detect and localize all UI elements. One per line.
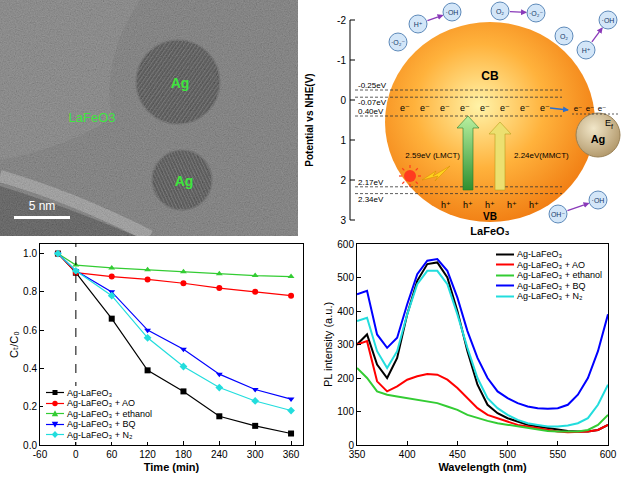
- svg-text:Ef: Ef: [605, 118, 613, 130]
- svg-text:300: 300: [337, 339, 354, 350]
- svg-text:·O₂⁻: ·O₂⁻: [529, 10, 543, 17]
- svg-text:200: 200: [337, 373, 354, 384]
- svg-text:O₂: O₂: [560, 33, 568, 40]
- html-text:Ag-LaFeO₃ + BQ: Ag-LaFeO₃ + BQ: [517, 280, 586, 291]
- svg-text:0.2: 0.2: [23, 401, 37, 412]
- html-text:Ag-LaFeO₃ + AO: Ag-LaFeO₃ + AO: [67, 398, 135, 408]
- svg-text:·OH: ·OH: [602, 17, 615, 24]
- svg-text:O₂: O₂: [496, 8, 504, 15]
- svg-text:e⁻: e⁻: [520, 103, 530, 113]
- svg-text:Wavelength (nm): Wavelength (nm): [438, 461, 527, 473]
- svg-text:H⁺: H⁺: [414, 21, 423, 28]
- svg-text:240: 240: [211, 449, 228, 460]
- svg-text:-0.25eV: -0.25eV: [358, 81, 387, 90]
- svg-text:0: 0: [340, 95, 346, 106]
- svg-text:h⁺: h⁺: [507, 200, 517, 210]
- svg-text:450: 450: [449, 449, 466, 460]
- svg-text:Ag: Ag: [175, 173, 194, 189]
- svg-text:180: 180: [175, 449, 192, 460]
- svg-text:0.40eV: 0.40eV: [358, 107, 384, 116]
- svg-text:e⁻: e⁻: [540, 103, 550, 113]
- svg-text:CB: CB: [481, 69, 499, 83]
- svg-text:120: 120: [139, 449, 156, 460]
- svg-text:2.34eV: 2.34eV: [358, 195, 384, 204]
- svg-text:500: 500: [499, 449, 516, 460]
- svg-text:2.17eV: 2.17eV: [358, 178, 384, 187]
- svg-text:Time (min): Time (min): [144, 461, 200, 473]
- svg-text:0.0: 0.0: [23, 440, 37, 451]
- svg-text:e⁻: e⁻: [440, 103, 450, 113]
- svg-text:-2: -2: [337, 15, 346, 26]
- svg-text:60: 60: [106, 449, 118, 460]
- html-text:Ag-LaFeO₃ + BQ: Ag-LaFeO₃ + BQ: [67, 419, 136, 429]
- svg-text:H⁺: H⁺: [582, 47, 591, 54]
- html-text:Ag-LaFeO₃ + N₂: Ag-LaFeO₃ + N₂: [67, 429, 133, 440]
- svg-text:e⁻: e⁻: [460, 103, 470, 113]
- svg-text:h⁺: h⁺: [529, 200, 539, 210]
- svg-text:h⁺: h⁺: [441, 200, 451, 210]
- svg-text:100: 100: [337, 406, 354, 417]
- svg-text:600: 600: [337, 239, 354, 250]
- html-text:Ag-LaFeO₃ + ethanol: Ag-LaFeO₃ + ethanol: [517, 270, 602, 280]
- html-text:Ag-LaFeO₃: Ag-LaFeO₃: [67, 387, 113, 398]
- svg-text:-60: -60: [33, 449, 48, 460]
- svg-text:Ag: Ag: [591, 133, 606, 145]
- svg-text:e⁻: e⁻: [480, 103, 490, 113]
- svg-text:500: 500: [337, 272, 354, 283]
- svg-text:0: 0: [73, 449, 79, 460]
- svg-text:LaFeO3: LaFeO3: [69, 110, 116, 125]
- svg-text:·OH: ·OH: [592, 197, 605, 204]
- svg-text:600: 600: [600, 449, 617, 460]
- svg-text:e⁻: e⁻: [420, 103, 430, 113]
- html-text:Ag-LaFeO₃: Ag-LaFeO₃: [517, 249, 563, 259]
- svg-text:360: 360: [283, 449, 300, 460]
- svg-text:e⁻: e⁻: [598, 104, 607, 113]
- svg-text:e⁻: e⁻: [586, 104, 595, 113]
- html-text:Ag-LaFeO₃ + ethanol: Ag-LaFeO₃ + ethanol: [67, 408, 152, 419]
- html-text:Ag-LaFeO₃ + N₂: Ag-LaFeO₃ + N₂: [517, 291, 583, 301]
- svg-text:1: 1: [340, 135, 346, 146]
- svg-text:e⁻: e⁻: [500, 103, 510, 113]
- svg-text:2.59eV (LMCT): 2.59eV (LMCT): [405, 151, 460, 160]
- svg-text:2: 2: [340, 175, 346, 186]
- svg-text:Potential vs NHE(V): Potential vs NHE(V): [304, 73, 315, 166]
- svg-text:5 nm: 5 nm: [29, 199, 56, 213]
- svg-text:0: 0: [348, 440, 354, 451]
- svg-text:PL intensity (a.u.): PL intensity (a.u.): [322, 302, 334, 387]
- svg-text:e⁻: e⁻: [400, 103, 410, 113]
- svg-text:300: 300: [247, 449, 264, 460]
- svg-text:-1: -1: [337, 55, 346, 66]
- svg-text:LaFeO₃: LaFeO₃: [470, 225, 509, 237]
- svg-text:400: 400: [337, 306, 354, 317]
- svg-text:VB: VB: [483, 211, 497, 222]
- svg-text:350: 350: [349, 449, 366, 460]
- svg-text:2.24eV(MMCT): 2.24eV(MMCT): [514, 151, 569, 160]
- svg-text:3: 3: [340, 215, 346, 226]
- svg-text:·O₂⁻: ·O₂⁻: [391, 39, 405, 46]
- svg-text:550: 550: [549, 449, 566, 460]
- svg-text:0.6: 0.6: [23, 325, 37, 336]
- svg-text:-0.07eV: -0.07eV: [358, 98, 387, 107]
- svg-text:1.0: 1.0: [23, 248, 37, 259]
- svg-text:h⁺: h⁺: [463, 200, 473, 210]
- svg-text:OH⁻: OH⁻: [551, 211, 566, 218]
- svg-text:0.4: 0.4: [23, 363, 37, 374]
- svg-text:Ag: Ag: [171, 75, 190, 91]
- svg-text:e⁻: e⁻: [574, 104, 583, 113]
- svg-text:h⁺: h⁺: [485, 200, 495, 210]
- svg-text:400: 400: [399, 449, 416, 460]
- svg-text:·OH: ·OH: [446, 9, 459, 16]
- svg-text:Cₜ/C₀: Cₜ/C₀: [8, 331, 20, 358]
- html-text:Ag-LaFeO₃ + AO: Ag-LaFeO₃ + AO: [517, 259, 585, 270]
- svg-text:0.8: 0.8: [23, 286, 37, 297]
